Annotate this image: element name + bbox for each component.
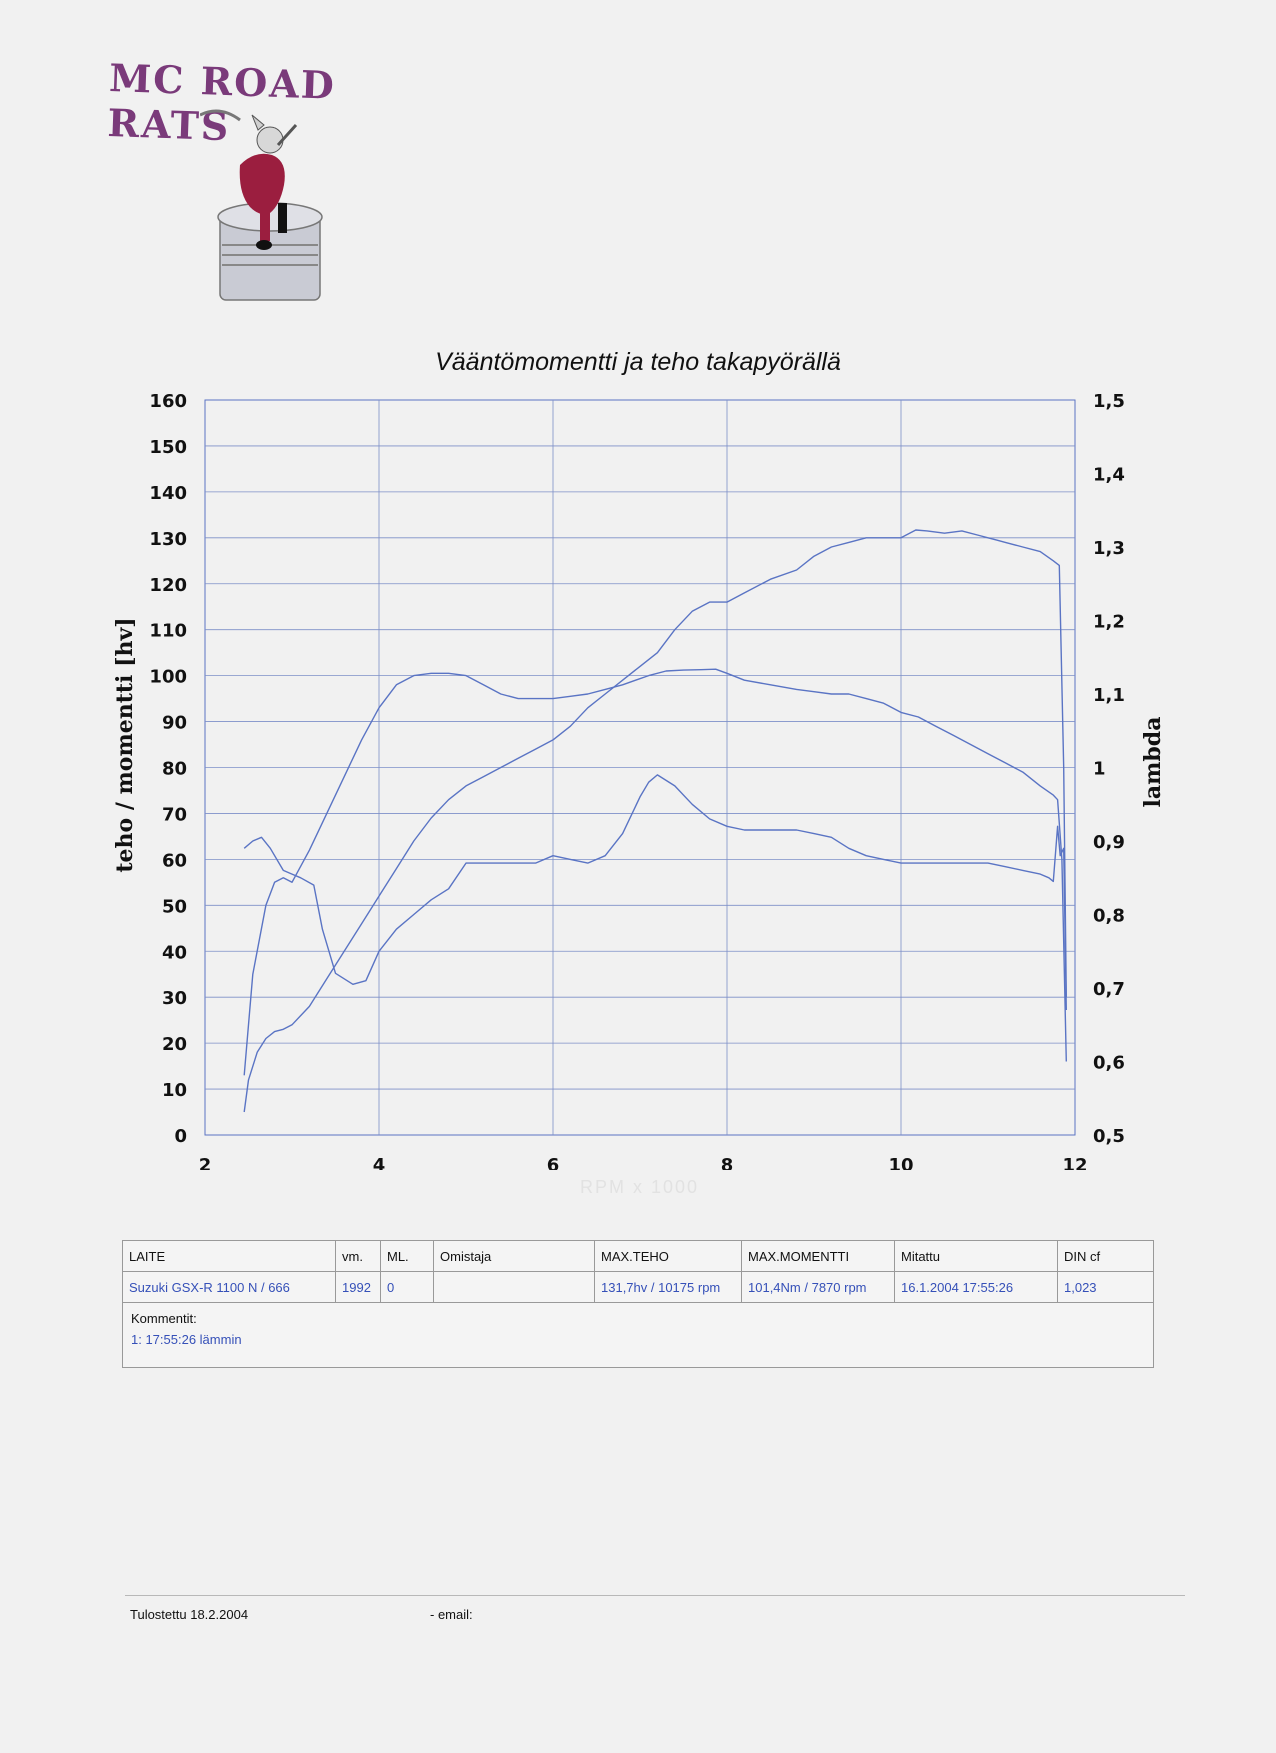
y-tick-label: 0	[174, 1126, 187, 1147]
y2-tick-label: 1,4	[1093, 465, 1125, 486]
y-tick-label: 160	[149, 391, 187, 412]
header-laite: LAITE	[123, 1241, 336, 1272]
footer-divider	[125, 1595, 1185, 1596]
value-max-teho: 131,7hv / 10175 rpm	[594, 1271, 742, 1302]
y-tick-label: 90	[162, 713, 187, 734]
value-max-momentti: 101,4Nm / 7870 rpm	[741, 1271, 895, 1302]
y2-tick-label: 1,5	[1093, 391, 1125, 412]
y-tick-label: 140	[149, 483, 187, 504]
y-tick-label: 70	[162, 804, 187, 825]
x-tick-label: 8	[721, 1155, 734, 1170]
x-tick-label: 4	[373, 1155, 386, 1170]
y2-tick-label: 1,1	[1093, 685, 1125, 706]
tick-labels: 0102030405060708090100110120130140150160…	[149, 391, 1124, 1170]
email-label: - email:	[430, 1607, 473, 1622]
y-tick-label: 50	[162, 896, 187, 917]
series-line-3	[243, 774, 1067, 1011]
printed-date: Tulostettu 18.2.2004	[130, 1607, 249, 1622]
header-vm: vm.	[335, 1241, 381, 1272]
y-tick-label: 150	[149, 437, 187, 458]
series-lines	[243, 529, 1067, 1113]
x-tick-label: 2	[199, 1155, 212, 1170]
value-vm: 1992	[335, 1271, 381, 1302]
x-tick-label: 10	[888, 1155, 913, 1170]
y-tick-label: 30	[162, 988, 187, 1009]
y2-tick-label: 0,7	[1093, 979, 1125, 1000]
y2-tick-label: 0,6	[1093, 1053, 1125, 1074]
header-max-momentti: MAX.MOMENTTI	[741, 1241, 895, 1272]
y-tick-label: 110	[149, 621, 187, 642]
x-tick-label: 6	[547, 1155, 560, 1170]
comment-text: 1: 17:55:26 lämmin	[131, 1332, 242, 1347]
logo: MC ROAD RATS	[107, 55, 450, 315]
y-tick-label: 20	[162, 1034, 187, 1055]
comments-label: Kommentit:	[131, 1311, 197, 1326]
header-ml: ML.	[380, 1241, 434, 1272]
dyno-chart: 0102030405060708090100110120130140150160…	[149, 391, 1124, 1170]
y-axis-title-left: teho / momentti [hv]	[112, 617, 138, 873]
info-header-row: LAITE vm. ML. Omistaja MAX.TEHO MAX.MOME…	[123, 1241, 1153, 1272]
y2-tick-label: 1	[1093, 759, 1106, 780]
info-values-row: Suzuki GSX-R 1100 N / 666 1992 0 131,7hv…	[123, 1271, 1153, 1302]
y-tick-label: 100	[149, 667, 187, 688]
y2-tick-label: 1,3	[1093, 538, 1125, 559]
value-mitattu: 16.1.2004 17:55:26	[894, 1271, 1058, 1302]
chart-title: Vääntömomentti ja teho takapyörällä	[435, 348, 841, 376]
series-line-1	[243, 529, 1067, 1113]
rat-on-piston-icon	[200, 109, 323, 301]
value-din-cf: 1,023	[1064, 1279, 1097, 1295]
y2-tick-label: 0,8	[1093, 906, 1125, 927]
y-tick-label: 40	[162, 942, 187, 963]
x-tick-label: 12	[1062, 1155, 1087, 1170]
header-max-teho: MAX.TEHO	[594, 1241, 742, 1272]
y2-tick-label: 0,9	[1093, 832, 1125, 853]
comments-section: Kommentit: 1: 17:55:26 lämmin	[123, 1302, 1153, 1367]
header-omistaja: Omistaja	[433, 1241, 595, 1272]
y-tick-label: 130	[149, 529, 187, 550]
value-omistaja	[433, 1271, 595, 1302]
y-tick-label: 120	[149, 575, 187, 596]
value-ml: 0	[380, 1271, 434, 1302]
y2-tick-label: 1,2	[1093, 612, 1125, 633]
y-tick-label: 60	[162, 850, 187, 871]
x-axis-title: RPM x 1000	[580, 1177, 700, 1197]
y-tick-label: 10	[162, 1080, 187, 1101]
header-din-cf: DIN cf	[1057, 1241, 1153, 1272]
grid	[204, 399, 1076, 1136]
y2-tick-label: 0,5	[1093, 1126, 1125, 1147]
y-tick-label: 80	[162, 759, 187, 780]
header-mitattu: Mitattu	[894, 1241, 1058, 1272]
info-table: LAITE vm. ML. Omistaja MAX.TEHO MAX.MOME…	[122, 1240, 1154, 1368]
y-axis-title-right: lambda	[1140, 716, 1166, 808]
series-line-2	[243, 668, 1067, 1076]
value-laite: Suzuki GSX-R 1100 N / 666	[123, 1271, 336, 1302]
